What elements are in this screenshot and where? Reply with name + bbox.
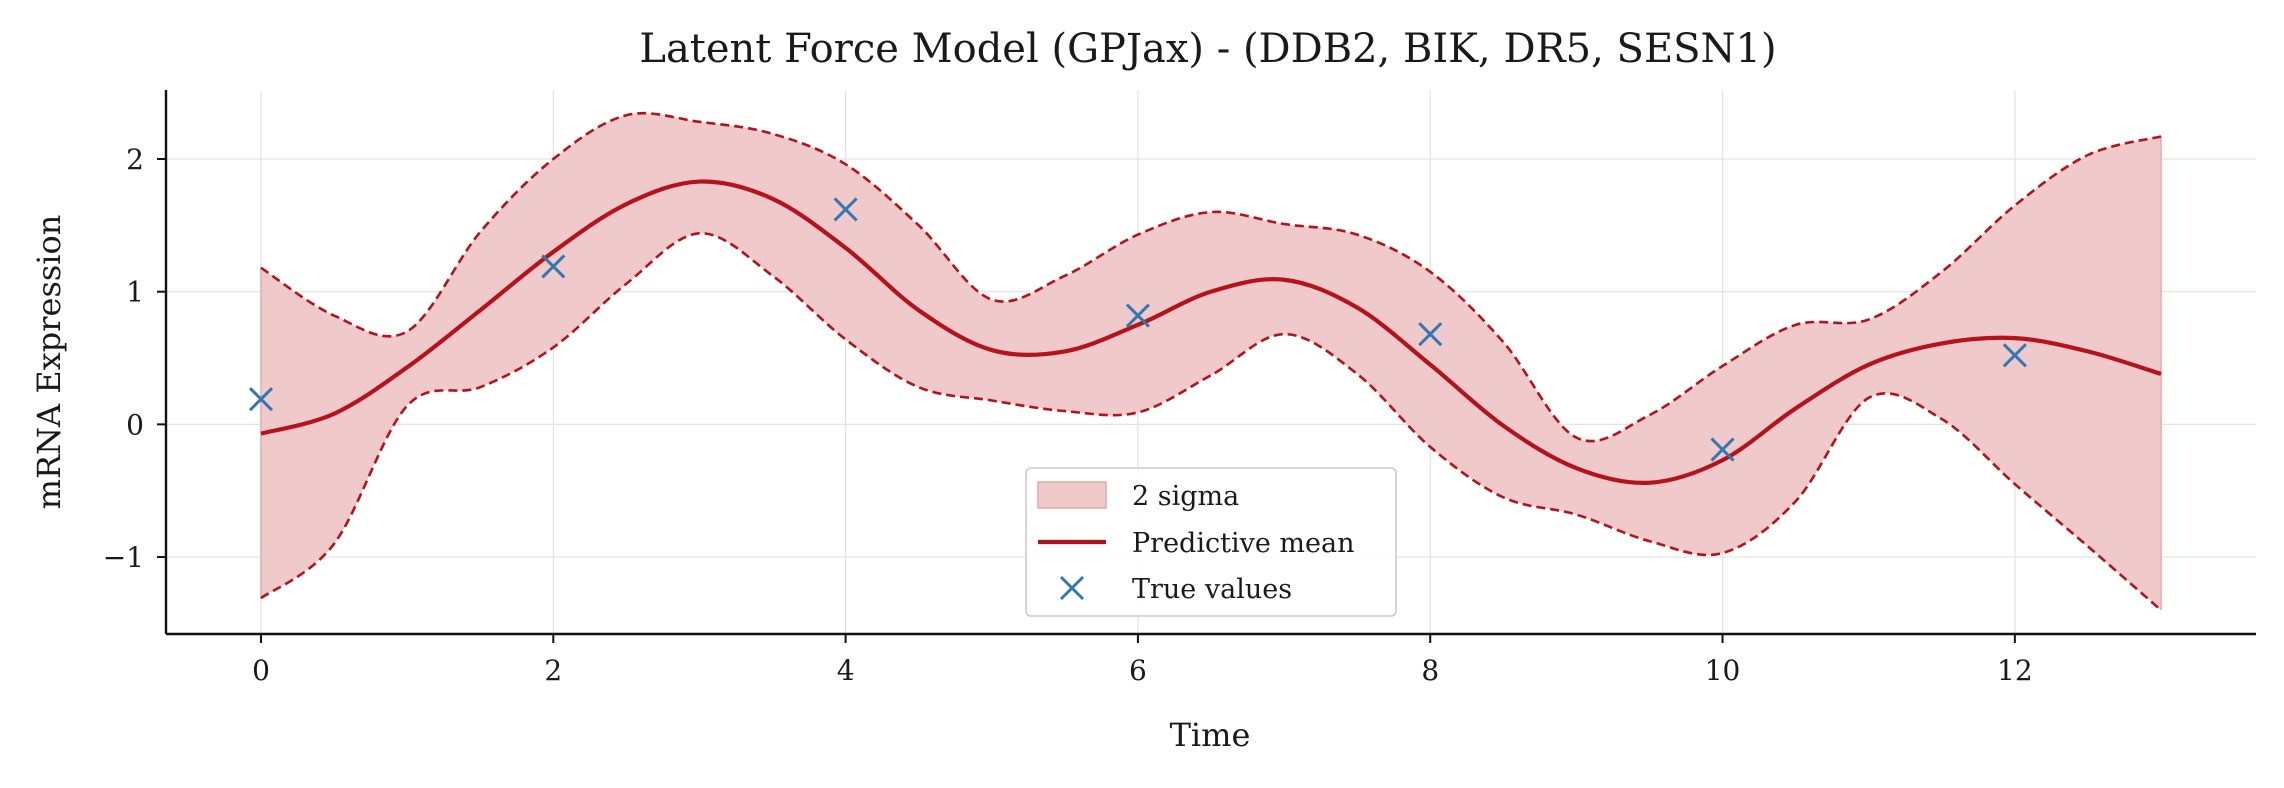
true-value-marker-2 [833, 197, 858, 222]
legend-swatch-band [1037, 481, 1107, 509]
x-tick-label-2: 4 [837, 654, 855, 687]
legend-label-true: True values [1132, 574, 1292, 605]
legend-label-mean: Predictive mean [1132, 528, 1354, 559]
axes-layer [164, 90, 2256, 636]
band-fill [261, 113, 2161, 611]
x-tick-label-0: 0 [252, 654, 270, 687]
legend: 2 sigma Predictive mean True values [1025, 467, 1397, 617]
true-value-marker-stroke-b-1 [541, 254, 566, 279]
band-upper-dashed [260, 111, 2162, 443]
y-tick-label-1: 0 [126, 408, 144, 441]
x-tick-label-5: 10 [1705, 654, 1741, 687]
true-value-marker-stroke-b-4 [1418, 322, 1443, 347]
x-tick-label-3: 6 [1129, 654, 1147, 687]
predictive-mean-line [260, 179, 2162, 486]
legend-label-band: 2 sigma [1132, 481, 1239, 512]
true-value-marker-5 [1710, 437, 1735, 462]
y-tick-label-2: 1 [126, 276, 144, 309]
y-tick-label-3: 2 [126, 143, 144, 176]
chart-title: Latent Force Model (GPJax) - (DDB2, BIK,… [639, 26, 1776, 72]
legend-box [1025, 467, 1397, 617]
true-value-marker-stroke-b-6 [2002, 343, 2027, 368]
y-tick-label-0: −1 [103, 541, 144, 574]
x-axis-label: Time [1170, 716, 1251, 754]
x-tick-label-6: 12 [1997, 654, 2033, 687]
true-value-marker-stroke-b-2 [833, 197, 858, 222]
marker-layer [248, 197, 2027, 462]
line-layer [260, 111, 2162, 612]
y-axis-label: mRNA Expression [30, 215, 68, 510]
true-value-marker-stroke-b-0 [248, 387, 274, 412]
x-tick-label-4: 8 [1421, 654, 1439, 687]
x-tick-label-1: 2 [544, 654, 562, 687]
legend-swatch-marker-b [1059, 575, 1085, 601]
true-value-marker-3 [1125, 303, 1150, 328]
true-value-marker-6 [2002, 343, 2027, 368]
band-lower-dashed [260, 231, 2162, 612]
true-value-marker-4 [1418, 322, 1443, 347]
true-value-marker-0 [248, 387, 274, 412]
true-value-marker-stroke-b-5 [1710, 437, 1735, 462]
true-value-marker-1 [541, 254, 566, 279]
true-value-marker-stroke-b-3 [1125, 303, 1150, 328]
